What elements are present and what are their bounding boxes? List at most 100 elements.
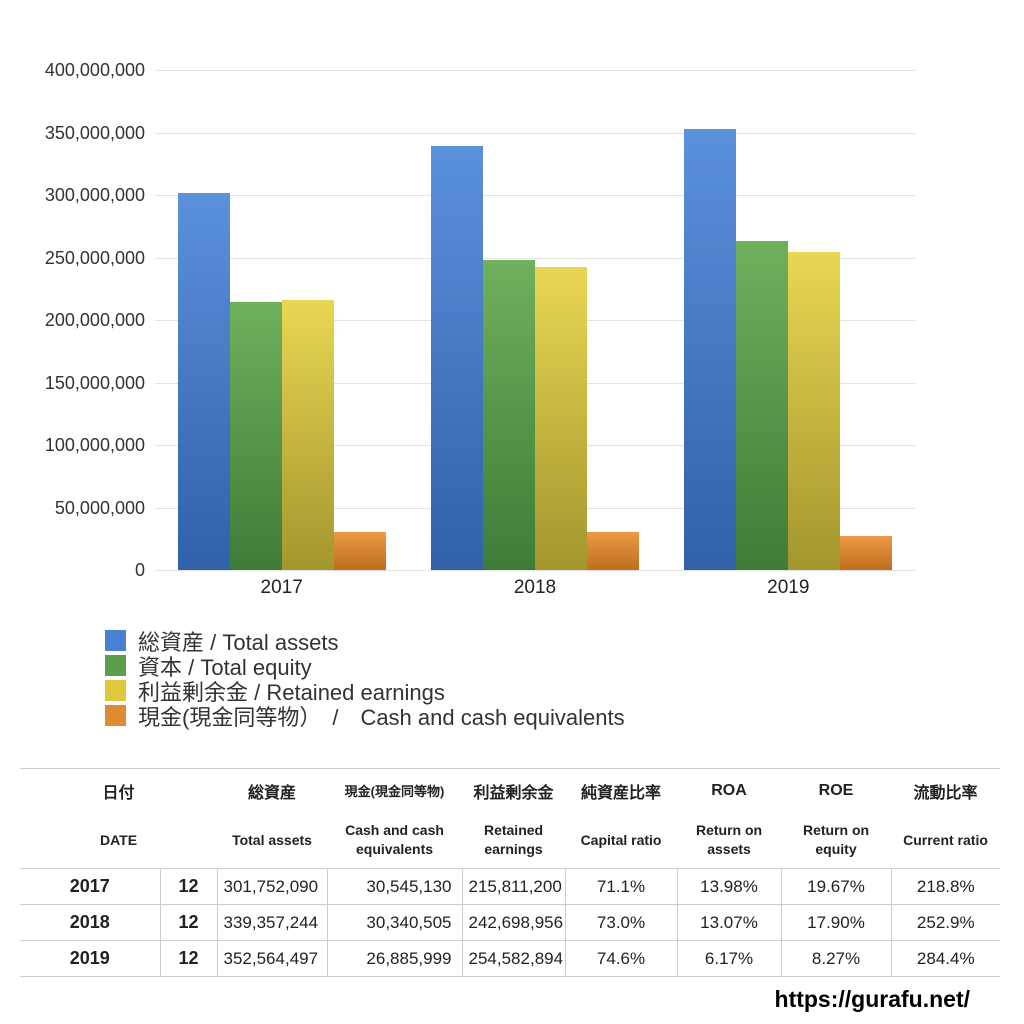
header-en-cash: Cash and cash equivalents [345, 822, 444, 858]
gridline [155, 570, 915, 571]
y-tick-label: 100,000,000 [44, 435, 145, 455]
cell-roe: 17.90% [780, 904, 892, 941]
header-jp-current-ratio: 流動比率 [891, 768, 1001, 813]
bar-retained-earnings-2018 [534, 266, 587, 570]
bar-total-assets-2019 [684, 129, 737, 570]
header-en-roa: Return on assets [695, 822, 763, 858]
cell-total-assets: 339,357,244 [216, 904, 328, 941]
legend: 総資産 / Total assets 資本 / Total equity 利益剰余金… [105, 628, 625, 730]
cell-retained-earnings: 242,698,956 [461, 904, 566, 941]
cell-roa: 6.17% [676, 940, 782, 977]
cell-year: 2017 [20, 868, 160, 905]
table-header-row-en: DATE Total assets Cash and cash equivale… [20, 813, 1000, 869]
legend-item-retained-earnings: 利益剰余金 / Retained earnings [105, 678, 625, 705]
y-tick-label: 50,000,000 [54, 497, 145, 518]
bar-group-2019 [684, 70, 893, 570]
legend-label: 利益剰余金 / Retained earnings [138, 679, 445, 705]
cell-cash: 26,885,999 [326, 940, 463, 977]
header-en-roe: Return on equity [802, 822, 870, 858]
bar-groups [155, 70, 915, 570]
y-tick-label: 0 [134, 560, 145, 580]
bar-group-2018 [430, 70, 639, 570]
bar-retained-earnings-2019 [788, 251, 841, 570]
gridline [155, 257, 915, 259]
cell-month: 12 [159, 904, 218, 941]
cell-year: 2019 [20, 940, 160, 977]
bar-cash-and-cash-equivalents-2018 [586, 532, 639, 570]
table-body: 2017 12 301,752,090 30,545,130 215,811,200 71… [20, 868, 1001, 977]
bar-total-equity-2019 [736, 241, 789, 570]
plot-area [155, 70, 915, 571]
cell-cash: 30,340,505 [326, 904, 463, 941]
legend-label: 総資産 / Total assets [138, 629, 339, 655]
legend-swatch-icon [105, 630, 126, 651]
bar-cash-and-cash-equivalents-2019 [840, 536, 893, 570]
legend-item-total-assets: 総資産 / Total assets [105, 628, 625, 655]
header-jp-roa: ROA [677, 768, 782, 813]
header-en-capital-ratio: Capital ratio [580, 831, 662, 848]
legend-item-cash-and-cash-equivalents: 現金(現金同等物） / Cash and cash equivalents [105, 703, 625, 730]
bar-total-equity-2018 [482, 260, 535, 570]
header-en-current-ratio: Current ratio [903, 831, 988, 848]
bar-cash-and-cash-equivalents-2017 [333, 531, 386, 570]
table-header-row-jp: 日付 総資産 現金(現金同等物) 利益剰余金 純資産比率 ROA ROE 流動比… [20, 768, 1001, 813]
gridline [155, 70, 915, 71]
financial-table: 日付 総資産 現金(現金同等物) 利益剰余金 純資産比率 ROA ROE 流動比… [20, 768, 1001, 977]
cell-roa: 13.07% [676, 904, 782, 941]
bar-group-2017 [177, 70, 386, 570]
cell-month: 12 [159, 940, 218, 977]
cell-roe: 8.27% [780, 940, 892, 977]
table-row-2018: 2018 12 339,357,244 30,340,505 242,698,956 73… [20, 904, 1001, 941]
cell-current-ratio: 284.4% [890, 940, 1001, 977]
header-jp-capital-ratio: 純資産比率 [565, 768, 678, 813]
legend-swatch-icon [105, 705, 126, 726]
cell-retained-earnings: 215,811,200 [461, 868, 566, 905]
x-axis-labels: 2017 2018 2019 [155, 577, 915, 599]
cell-total-assets: 301,752,090 [216, 868, 328, 905]
cell-year: 2018 [20, 904, 160, 941]
header-jp-retained-earnings: 利益剰余金 [462, 768, 566, 813]
cell-capital-ratio: 71.1% [564, 868, 678, 905]
header-en-date: DATE [99, 831, 138, 848]
cell-current-ratio: 218.8% [890, 868, 1001, 905]
y-axis-labels: 400,000,000 350,000,000 300,000,000 250,000… [0, 60, 145, 580]
bar-retained-earnings-2017 [281, 300, 334, 570]
x-tick-label-2017: 2017 [260, 577, 303, 598]
y-tick-label: 150,000,000 [44, 372, 145, 393]
legend-label: 資本 / Total equity [138, 654, 312, 680]
legend-swatch-icon [105, 680, 126, 701]
x-tick-label-2018: 2018 [513, 577, 557, 598]
header-en-retained-earnings: Retained earnings [483, 822, 544, 858]
x-tick-label-2019: 2019 [767, 577, 810, 598]
y-tick-label: 200,000,000 [44, 310, 145, 330]
y-tick-label: 250,000,000 [44, 247, 145, 268]
header-en-total-assets: Total assets [232, 831, 312, 848]
legend-swatch-icon [105, 655, 126, 676]
header-jp-cash: 現金(現金同等物) [327, 768, 463, 813]
cell-retained-earnings: 254,582,894 [461, 940, 566, 977]
y-tick-label: 300,000,000 [44, 185, 145, 205]
cell-cash: 30,545,130 [326, 868, 463, 905]
gridline [155, 195, 915, 196]
bar-total-assets-2018 [430, 145, 483, 570]
header-jp-total-assets: 総資産 [217, 768, 328, 813]
table-row-2019: 2019 12 352,564,497 26,885,999 254,582,894 74… [20, 940, 1001, 977]
y-tick-label: 400,000,000 [44, 60, 145, 80]
cell-roe: 19.67% [780, 868, 892, 905]
bar-total-assets-2017 [177, 192, 230, 570]
header-jp-roe: ROE [781, 768, 892, 813]
header-jp-date: 日付 [20, 768, 218, 813]
legend-item-total-equity: 資本 / Total equity [105, 653, 625, 680]
gridline [155, 132, 915, 134]
cell-total-assets: 352,564,497 [216, 940, 328, 977]
footer-url: https://gurafu.net/ [774, 986, 970, 1012]
cell-roa: 13.98% [676, 868, 782, 905]
table-row-2017: 2017 12 301,752,090 30,545,130 215,811,200 71… [20, 868, 1001, 905]
y-tick-label: 350,000,000 [44, 122, 145, 143]
cell-month: 12 [159, 868, 218, 905]
cell-capital-ratio: 73.0% [564, 904, 678, 941]
cell-current-ratio: 252.9% [890, 904, 1001, 941]
bar-total-equity-2017 [229, 301, 282, 570]
legend-label: 現金(現金同等物） / Cash and cash equivalents [138, 704, 625, 730]
